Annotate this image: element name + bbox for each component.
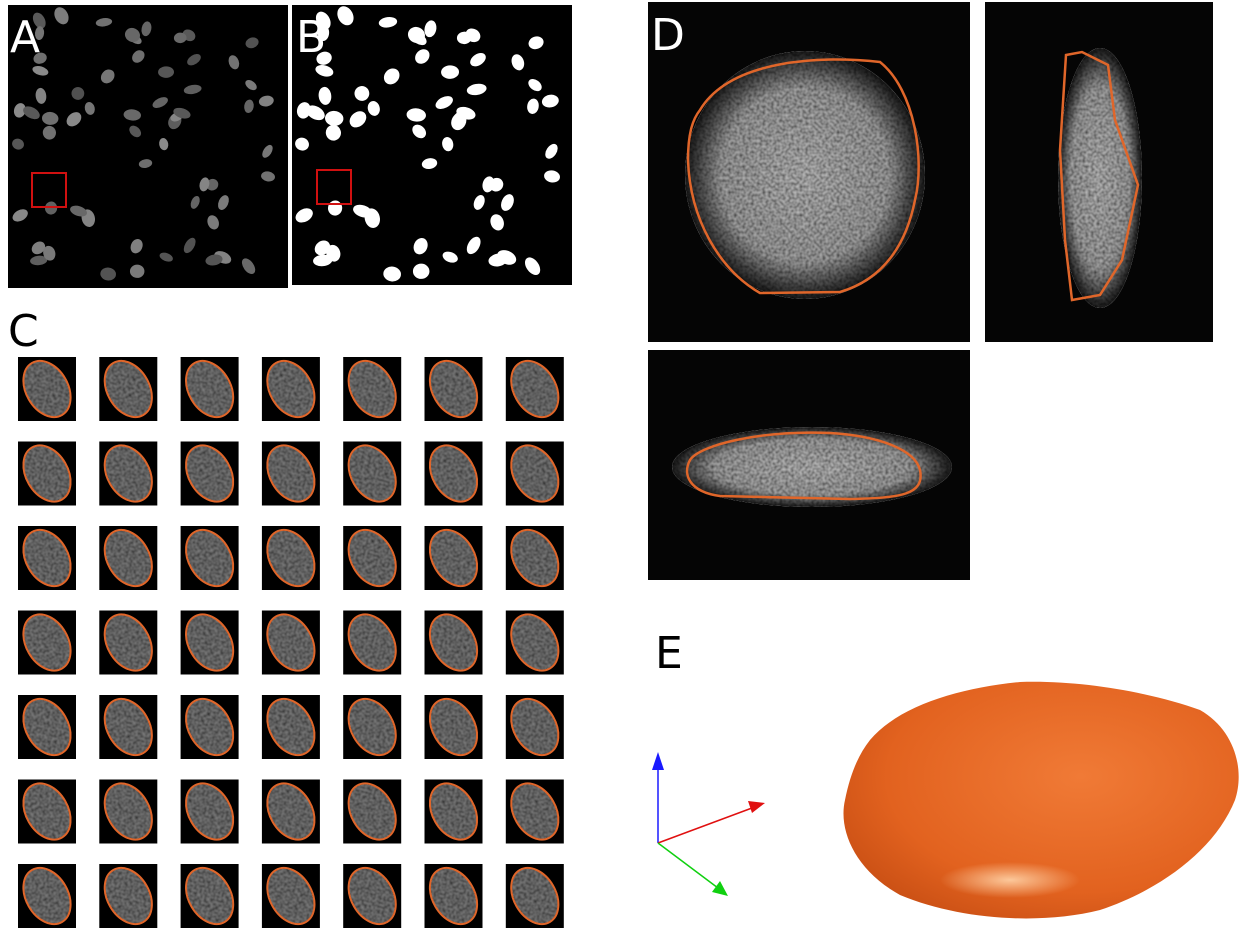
axis-y — [658, 843, 718, 888]
panel-label: A — [10, 12, 40, 63]
panel-c-grid — [14, 353, 568, 933]
nucleus — [130, 265, 145, 278]
axis-x — [658, 808, 752, 843]
figure: A B C D E — [0, 0, 1244, 934]
nucleus-yz — [1058, 48, 1142, 308]
panel-label: B — [296, 12, 326, 63]
panel-label: E — [655, 628, 683, 679]
mask — [413, 264, 430, 279]
panel-label: C — [8, 306, 39, 357]
panel-label: D — [651, 10, 685, 61]
highlight — [940, 862, 1080, 898]
page: A B C D E (() => { const data = JSON.par… — [0, 0, 1244, 934]
panel-a-image — [8, 5, 288, 288]
axis-y-head — [712, 881, 728, 896]
axis-x-head — [748, 801, 765, 813]
axis-z-head — [652, 752, 664, 770]
